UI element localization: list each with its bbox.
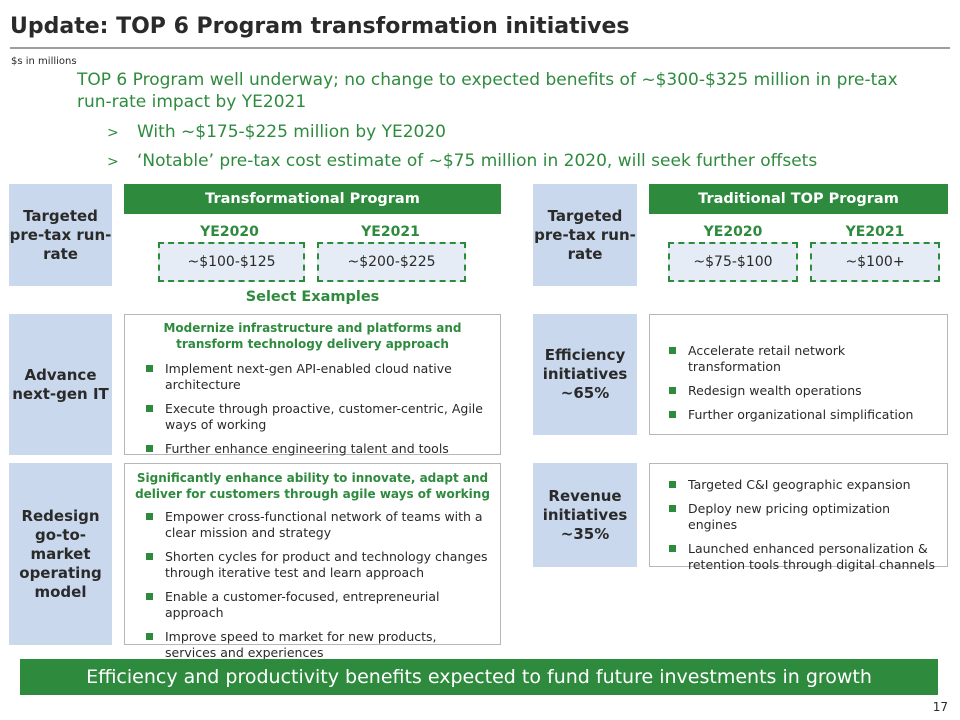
footer-banner: Efficiency and productivity benefits exp… (20, 659, 938, 695)
square-bullet-icon (146, 513, 153, 520)
initiative-list: Targeted C&I geographic expansion Deploy… (658, 477, 939, 573)
revenue-initiatives-label: Revenue initiatives ~35% (533, 463, 637, 567)
transformational-program-header: Transformational Program (124, 184, 501, 214)
units-note: $s in millions (11, 56, 77, 67)
slide-title: Update: TOP 6 Program transformation ini… (10, 14, 630, 39)
square-bullet-icon (669, 387, 676, 394)
revenue-initiatives-panel: Targeted C&I geographic expansion Deploy… (649, 463, 948, 572)
initiative-list: Empower cross-functional network of team… (135, 509, 490, 661)
bullet-marker: > (107, 125, 119, 141)
headline-text: TOP 6 Program well underway; no change t… (77, 70, 898, 112)
list-item: Accelerate retail network transformation (658, 343, 939, 375)
list-item: Empower cross-functional network of team… (135, 509, 490, 541)
efficiency-initiatives-panel: Accelerate retail network transformation… (649, 314, 948, 435)
year-label: YE2021 (845, 224, 905, 240)
traditional-top-program-header: Traditional TOP Program (649, 184, 948, 214)
square-bullet-icon (146, 593, 153, 600)
run-rate-value-box: ~$75-$100 (668, 242, 798, 282)
square-bullet-icon (669, 347, 676, 354)
initiative-list: Accelerate retail network transformation… (658, 343, 939, 423)
advance-next-gen-it-label: Advance next-gen IT (9, 314, 112, 455)
list-item: Targeted C&I geographic expansion (658, 477, 939, 493)
redesign-go-to-market-label: Redesign go-to-market operating model (9, 463, 112, 645)
run-rate-value-box: ~$100-$125 (158, 242, 305, 282)
left-run-rate-label: Targeted pre-tax run-rate (9, 184, 112, 286)
square-bullet-icon (146, 405, 153, 412)
list-item: Redesign wealth operations (658, 383, 939, 399)
run-rate-value-box: ~$200-$225 (317, 242, 466, 282)
panel-heading: Modernize infrastructure and platforms a… (163, 321, 462, 351)
list-item: Launched enhanced personalization & rete… (658, 541, 939, 573)
square-bullet-icon (146, 365, 153, 372)
sub-bullet-text: With ~$175-$225 million by YE2020 (137, 122, 446, 142)
sub-bullet: > ‘Notable’ pre-tax cost estimate of ~$75… (77, 150, 907, 173)
list-item: Execute through proactive, customer-cent… (135, 401, 490, 433)
title-divider (10, 47, 950, 49)
square-bullet-icon (146, 553, 153, 560)
headline: TOP 6 Program well underway; no change t… (77, 69, 907, 173)
list-item: Further enhance engineering talent and t… (135, 441, 490, 457)
square-bullet-icon (146, 445, 153, 452)
redesign-go-to-market-panel: Significantly enhance ability to innovat… (124, 463, 501, 660)
square-bullet-icon (669, 411, 676, 418)
select-examples-label: Select Examples (245, 289, 380, 305)
efficiency-initiatives-label: Efficiency initiatives ~65% (533, 314, 637, 435)
square-bullet-icon (669, 545, 676, 552)
page-number: 17 (932, 700, 948, 714)
square-bullet-icon (669, 481, 676, 488)
year-label: YE2021 (361, 224, 420, 240)
list-item: Implement next-gen API-enabled cloud nat… (135, 361, 490, 393)
run-rate-value-box: ~$100+ (810, 242, 940, 282)
initiative-list: Implement next-gen API-enabled cloud nat… (135, 361, 490, 457)
square-bullet-icon (669, 505, 676, 512)
list-item: Further organizational simplification (658, 407, 939, 423)
panel-heading: Significantly enhance ability to innovat… (135, 471, 490, 501)
sub-bullet-text: ‘Notable’ pre-tax cost estimate of ~$75 … (137, 151, 818, 171)
advance-next-gen-it-panel: Modernize infrastructure and platforms a… (124, 314, 501, 457)
year-label: YE2020 (703, 224, 763, 240)
list-item: Improve speed to market for new products… (135, 629, 490, 661)
list-item: Enable a customer-focused, entrepreneuri… (135, 589, 490, 621)
year-label: YE2020 (200, 224, 259, 240)
right-run-rate-label: Targeted pre-tax run-rate (533, 184, 637, 286)
list-item: Deploy new pricing optimization engines (658, 501, 939, 533)
bullet-marker: > (107, 154, 119, 170)
sub-bullet: > With ~$175-$225 million by YE2020 (77, 121, 907, 144)
square-bullet-icon (146, 633, 153, 640)
list-item: Shorten cycles for product and technolog… (135, 549, 490, 581)
